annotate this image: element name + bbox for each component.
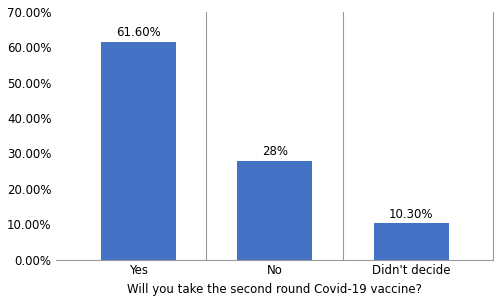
X-axis label: Will you take the second round Covid-19 vaccine?: Will you take the second round Covid-19 … [127, 283, 422, 296]
Bar [100, 42, 176, 260]
Bar [237, 161, 312, 260]
Bar [374, 223, 448, 260]
Text: 28%: 28% [262, 145, 287, 158]
Text: 61.60%: 61.60% [116, 26, 160, 39]
Text: 10.30%: 10.30% [389, 208, 434, 221]
